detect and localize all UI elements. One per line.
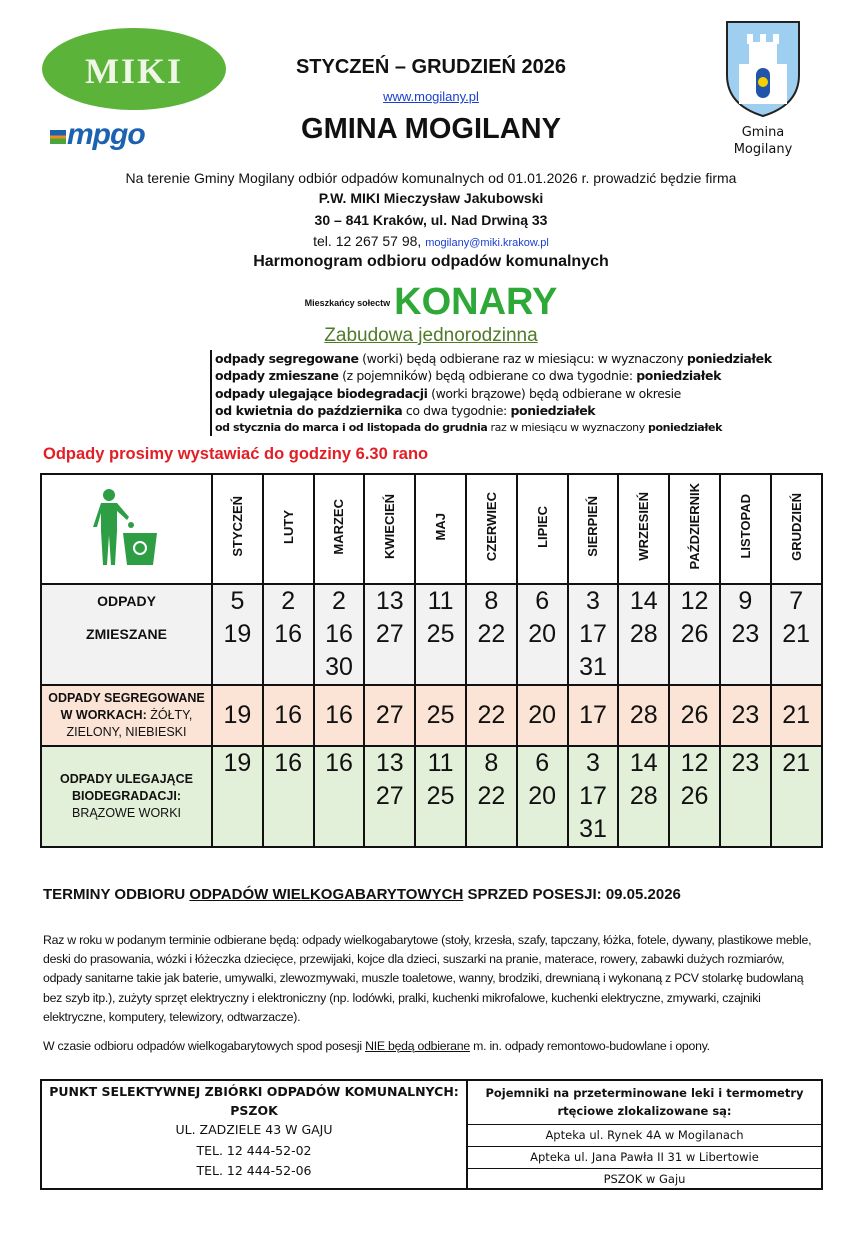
rule-line: od stycznia do marca i od listopada do g…	[215, 421, 722, 435]
collection-dates: 16	[261, 684, 315, 747]
collection-dates: 3 17 31	[566, 583, 620, 686]
collection-dates: 11 25	[414, 745, 467, 848]
month-header: KWIECIEŃ	[363, 473, 417, 585]
miki-logo: MIKI	[42, 28, 226, 110]
collection-dates: 25	[414, 684, 467, 747]
collection-dates: 11 25	[414, 583, 467, 686]
month-header: CZERWIEC	[464, 473, 518, 585]
info-box: PUNKT SELEKTYWNEJ ZBIÓRKI ODPADÓW KOMUNA…	[40, 1079, 823, 1190]
month-header: LIPIEC	[515, 473, 569, 585]
collection-dates: 27	[363, 684, 417, 747]
collection-dates: 23	[718, 684, 772, 747]
schedule-title: Harmonogram odbioru odpadów komunalnych	[253, 253, 609, 270]
collection-dates: 22	[464, 684, 518, 747]
collection-dates: 16	[261, 745, 315, 848]
coat-of-arms-icon	[726, 21, 800, 118]
location-item: Apteka ul. Rynek 4A w Mogilanach	[468, 1125, 821, 1147]
waste-type-label: ODPADY ULEGAJĄCE BIODEGRADACJI: BRĄZOWE …	[40, 745, 213, 848]
collection-dates: 8 22	[464, 745, 518, 848]
website-link[interactable]: www.mogilany.pl	[383, 89, 479, 104]
village-heading: Mieszkańcy sołectw KONARY	[304, 281, 558, 323]
month-header: STYCZEŃ	[211, 473, 264, 585]
collection-dates: 2 16 30	[312, 583, 366, 686]
month-header: SIERPIEŃ	[566, 473, 620, 585]
crest-caption: Gmina Mogilany	[733, 125, 793, 157]
collection-dates: 6 20	[515, 745, 569, 848]
company-address: 30 – 841 Kraków, ul. Nad Drwiną 33	[314, 212, 548, 228]
collection-dates: 7 21	[769, 583, 823, 686]
village-name: KONARY	[394, 281, 558, 323]
location-item: PSZOK w Gaju	[603, 1172, 686, 1186]
company-name: P.W. MIKI Mieczysław Jakubowski	[318, 190, 544, 206]
building-type: Zabudowa jednorodzinna	[324, 325, 538, 346]
collection-dates: 5 19	[211, 583, 264, 686]
month-header: PAŹDZIERNIK	[668, 473, 721, 585]
bulky-waste-exclusions: W czasie odbioru odpadów wielkogabarytow…	[43, 1039, 710, 1053]
collection-dates: 8 22	[464, 583, 518, 686]
month-header: MAJ	[414, 473, 467, 585]
company-contact: tel. 12 267 57 98, mogilany@miki.krakow.…	[0, 233, 846, 249]
waste-type-row: ODPADY ZMIESZANE 5 19 2 16 2 16 30 13 27 11 2…	[40, 583, 823, 686]
rule-line: odpady segregowane (worki) będą odbieran…	[215, 351, 772, 366]
collection-dates: 21	[769, 745, 823, 848]
pszok-phone-2: TEL. 12 444-52-06	[196, 1163, 312, 1178]
collection-dates: 3 17 31	[566, 745, 620, 848]
collection-dates: 20	[515, 684, 569, 747]
mpgo-logo: mpgo	[50, 118, 146, 152]
collection-dates: 23	[718, 745, 772, 848]
bulky-waste-heading: TERMINY ODBIORU ODPADÓW WIELKOGABARYTOWY…	[43, 886, 681, 903]
bulky-waste-description: Raz w roku w podanym terminie odbierane …	[43, 933, 812, 1024]
icon-cell	[40, 473, 213, 585]
collection-dates: 21	[769, 684, 823, 747]
collection-dates: 9 23	[718, 583, 772, 686]
collection-dates: 17	[566, 684, 620, 747]
period-title: STYCZEŃ – GRUDZIEŃ 2026	[295, 56, 567, 78]
collection-dates: 19	[211, 684, 264, 747]
medicine-containers: Pojemniki na przeterminowane leki i term…	[468, 1081, 821, 1188]
waste-type-label: ODPADY SEGREGOWANE W WORKACH: ŻÓŁTY, ZIE…	[40, 684, 213, 747]
waste-type-label: ODPADY ZMIESZANE	[40, 583, 213, 686]
collection-dates: 26	[668, 684, 721, 747]
rule-line: od kwietnia do października co dwa tygod…	[215, 402, 596, 418]
intro-text: Na terenie Gminy Mogilany odbiór odpadów…	[125, 170, 737, 186]
month-header: GRUDZIEŃ	[769, 473, 823, 585]
recycling-bin-person-icon	[92, 488, 157, 565]
collection-dates: 19	[211, 745, 264, 848]
location-item: Apteka ul. Jana Pawła II 31 w Libertowie	[468, 1147, 821, 1169]
collection-dates: 14 28	[617, 583, 671, 686]
phone: tel. 12 267 57 98,	[313, 233, 426, 249]
collection-rules: odpady segregowane (worki) będą odbieran…	[210, 350, 772, 437]
schedule-table: STYCZEŃ LUTY MARZEC KWIECIEŃ MAJ CZERWIEC LIPI…	[40, 473, 823, 848]
pszok-info: PUNKT SELEKTYWNEJ ZBIÓRKI ODPADÓW KOMUNA…	[42, 1081, 468, 1188]
month-header-row: STYCZEŃ LUTY MARZEC KWIECIEŃ MAJ CZERWIEC LIPI…	[40, 473, 823, 585]
collection-dates: 12 26	[668, 583, 721, 686]
rule-line: odpady ulegające biodegradacji (worki br…	[215, 385, 681, 401]
collection-dates: 16	[312, 745, 366, 848]
page-title: GMINA MOGILANY	[301, 113, 561, 145]
collection-dates: 14 28	[617, 745, 671, 848]
email-link[interactable]: mogilany@miki.krakow.pl	[425, 237, 549, 249]
collection-dates: 12 26	[668, 745, 721, 848]
collection-dates: 6 20	[515, 583, 569, 686]
notice: Odpady prosimy wystawiać do godziny 6.30…	[43, 445, 429, 463]
month-header: WRZESIEŃ	[617, 473, 671, 585]
collection-dates: 28	[617, 684, 671, 747]
collection-dates: 16	[312, 684, 366, 747]
collection-dates: 2 16	[261, 583, 315, 686]
month-header: MARZEC	[312, 473, 366, 585]
waste-type-row: ODPADY ULEGAJĄCE BIODEGRADACJI: BRĄZOWE …	[40, 745, 823, 848]
pszok-phone-1: TEL. 12 444-52-02	[196, 1142, 312, 1158]
month-header: LISTOPAD	[718, 473, 772, 585]
month-header: LUTY	[261, 473, 315, 585]
rule-line: odpady zmieszane (z pojemników) będą odb…	[215, 368, 721, 384]
collection-dates: 13 27	[363, 745, 417, 848]
waste-type-row: ODPADY SEGREGOWANE W WORKACH: ŻÓŁTY, ZIE…	[40, 684, 823, 747]
collection-dates: 13 27	[363, 583, 417, 686]
